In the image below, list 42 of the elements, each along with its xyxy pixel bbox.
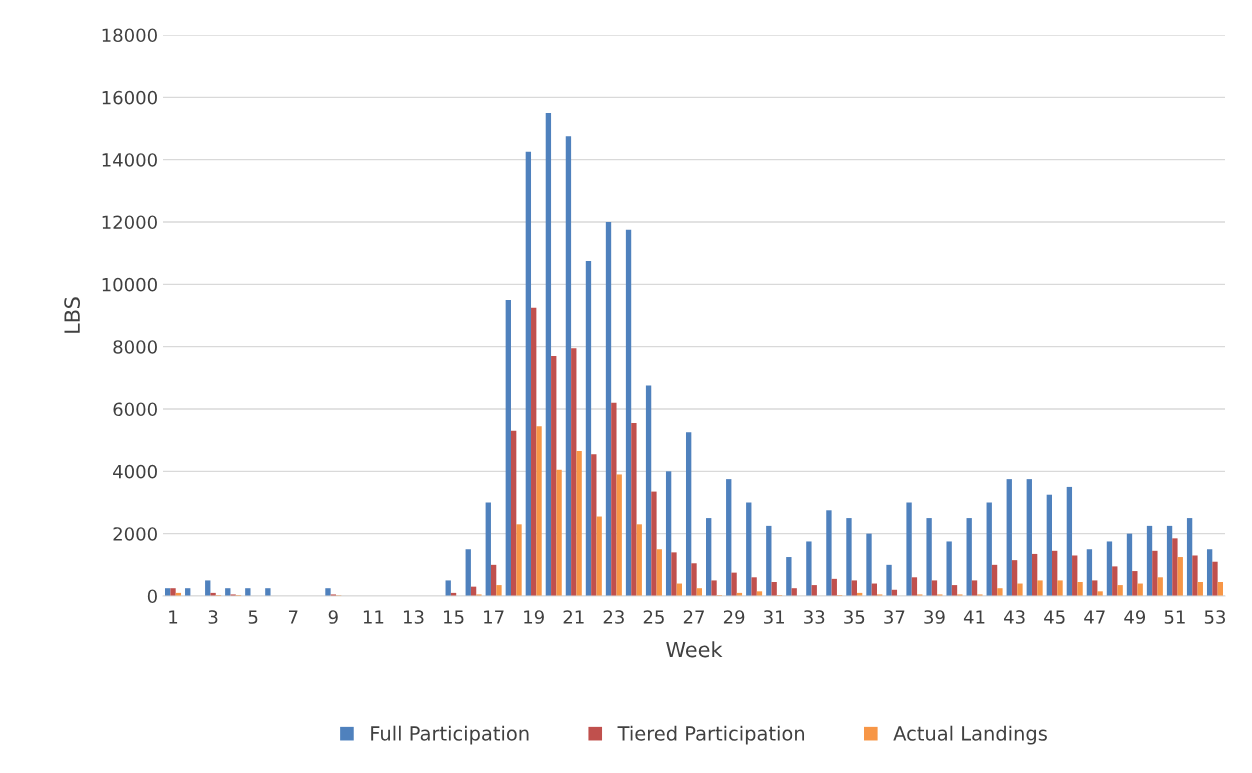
y-tick-label: 18000	[102, 28, 157, 43]
x-tick-label: 7	[288, 610, 298, 624]
x-tick-label: 31	[764, 610, 784, 624]
x-tick-label: 13	[403, 610, 424, 624]
y-tick-label: 2000	[113, 527, 157, 541]
x-tick-label: 51	[1164, 610, 1185, 624]
x-axis-title: Week	[666, 641, 723, 658]
x-tick-label: 53	[1204, 610, 1226, 624]
x-tick-label: 3	[208, 610, 218, 624]
x-tick-label: 17	[484, 610, 504, 624]
x-tick-label: 47	[1084, 610, 1105, 624]
x-tick-label: 43	[1004, 610, 1025, 624]
x-tick-label: 15	[444, 610, 464, 624]
x-tick-label: 37	[884, 610, 905, 624]
x-tick-label: 27	[683, 610, 704, 624]
y-axis-title: LBS	[64, 297, 80, 333]
y-tick-label: 8000	[113, 340, 157, 354]
y-tick-label: 4000	[113, 464, 157, 479]
legend-label: Full Participation	[371, 725, 529, 745]
x-tick-label: 45	[1044, 610, 1065, 624]
y-tick-label: 16000	[102, 90, 157, 105]
x-tick-label: 39	[924, 610, 945, 624]
x-tick-label: 23	[603, 610, 624, 624]
y-tick-label: 10000	[102, 277, 157, 292]
y-tick-label: 0	[147, 589, 157, 604]
y-tick-label: 12000	[102, 215, 157, 230]
x-tick-label: 11	[363, 610, 384, 624]
y-tick-label: 6000	[113, 402, 157, 417]
x-tick-label: 33	[804, 610, 825, 624]
legend-label: Actual Landings	[893, 725, 1047, 745]
x-tick-label: 25	[643, 610, 664, 624]
x-tick-label: 41	[963, 610, 985, 624]
x-tick-label: 35	[844, 610, 865, 624]
x-tick-label: 5	[248, 610, 258, 624]
x-tick-label: 1	[169, 610, 178, 624]
legend-label: Tiered Participation	[617, 725, 805, 745]
x-tick-label: 49	[1124, 610, 1146, 624]
x-tick-label: 21	[563, 610, 584, 624]
x-tick-label: 19	[524, 610, 544, 624]
x-tick-label: 9	[328, 610, 338, 624]
x-tick-label: 29	[723, 610, 745, 624]
y-tick-label: 14000	[102, 153, 157, 167]
